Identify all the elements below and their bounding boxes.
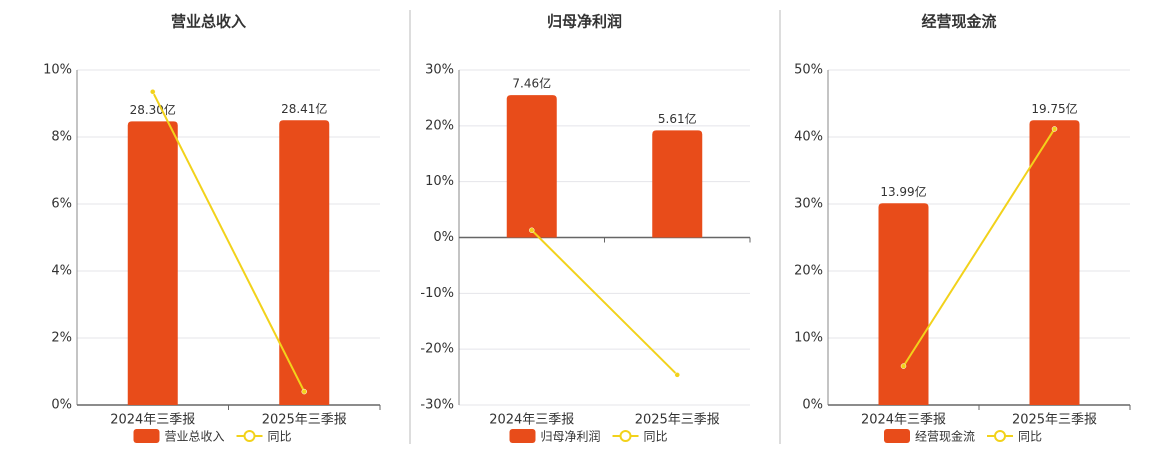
value-label: 5.61亿 [658,111,697,126]
legend-label: 同比 [268,430,292,444]
x-tick-label: 2025年三季报 [635,413,720,428]
y-tick-label: 8% [51,130,72,145]
y-tick-label: 10% [794,331,823,346]
bar [878,203,929,405]
legend-label: 同比 [1018,430,1042,444]
legend-label: 经营现金流 [915,429,975,444]
line-point [674,372,680,378]
x-tick-label: 2025年三季报 [262,413,347,428]
line-point [1051,126,1058,132]
line-point [301,388,307,395]
y-tick-label: 30% [425,63,454,78]
line [151,91,306,393]
legend-swatch [133,429,160,443]
legend-swatch [509,429,536,443]
value-label: 28.41亿 [281,101,327,116]
legend-swatch [994,430,1007,442]
legend-label: 归母净利润 [541,430,601,444]
bar [127,121,178,406]
line-point [900,363,907,369]
legend-label: 营业总收入 [165,430,225,444]
line [531,229,678,376]
y-tick-label: 20% [794,264,823,279]
legend-swatch [243,430,256,442]
y-tick-label: 0% [51,398,72,413]
bar [1029,120,1080,405]
y-tick-label: 6% [51,197,72,212]
x-tick-label: 2025年三季报 [1012,413,1097,428]
line-point [529,227,535,233]
bar [652,130,703,238]
chart-title: 营业总收入 [171,13,246,31]
y-tick-label: 50% [794,63,823,78]
y-tick-label: 40% [794,130,823,145]
y-tick-label: 10% [425,174,454,189]
legend-label: 同比 [644,430,668,444]
x-tick-label: 2024年三季报 [110,413,195,428]
value-label: 7.46亿 [512,76,551,91]
y-tick-label: 10% [43,63,72,78]
y-tick-label: 20% [425,118,454,133]
value-label: 19.75亿 [1031,101,1077,116]
bar [279,120,330,405]
chart-title: 归母净利润 [547,13,622,31]
y-tick-label: 2% [51,331,72,346]
x-tick-label: 2024年三季报 [861,413,946,428]
legend-swatch [619,430,632,442]
bar [506,95,557,238]
line [902,128,1056,367]
y-tick-label: -30% [420,398,454,413]
value-label: 28.30亿 [130,102,176,117]
y-tick-label: -10% [420,286,454,301]
y-tick-label: 4% [51,264,72,279]
line-point [150,89,156,95]
value-label: 13.99亿 [880,184,926,199]
y-tick-label: 0% [802,398,823,413]
y-tick-label: 30% [794,197,823,212]
chart-title: 经营现金流 [921,13,996,31]
y-tick-label: 0% [433,230,454,245]
legend-swatch [884,429,910,443]
y-tick-label: -20% [420,342,454,357]
x-tick-label: 2024年三季报 [489,413,574,428]
